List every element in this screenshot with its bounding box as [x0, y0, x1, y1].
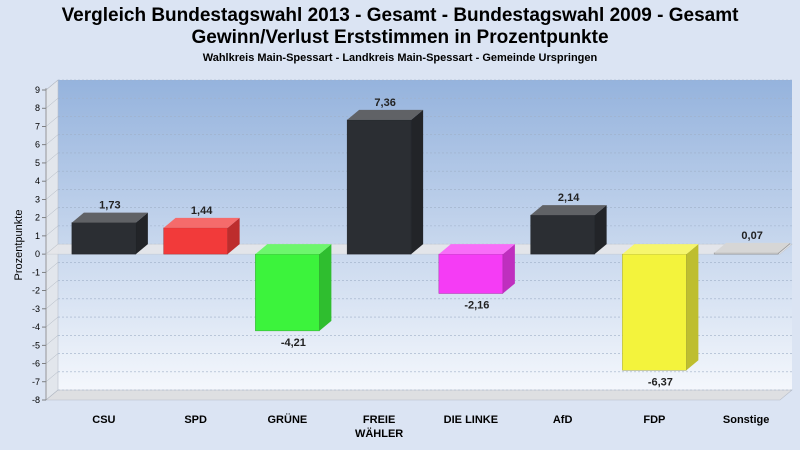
y-axis-title: Prozentpunkte — [13, 210, 25, 281]
gridline-side — [45, 170, 59, 182]
x-tick-label: GRÜNE — [268, 413, 308, 426]
bar — [530, 205, 607, 255]
y-tick-label: 2 — [35, 213, 40, 223]
y-tick-label: 9 — [35, 85, 40, 95]
y-tick-label: 3 — [35, 194, 40, 204]
data-label: 7,36 — [374, 97, 395, 109]
y-tick-label: 8 — [35, 103, 40, 113]
x-tick-label: AfD — [553, 414, 573, 426]
y-tick-label: 1 — [35, 231, 40, 241]
bar — [255, 244, 332, 332]
gridline-side — [45, 134, 59, 145]
y-tick-label: -8 — [32, 395, 40, 405]
y-tick-label: -4 — [32, 322, 40, 332]
gridline-side — [45, 98, 59, 109]
data-label: 1,44 — [191, 205, 213, 217]
bar-side — [502, 244, 515, 294]
plot-back-wall — [58, 80, 792, 390]
bar — [163, 217, 240, 255]
bar-side — [411, 109, 424, 255]
y-tick-label: -7 — [32, 377, 40, 387]
bar-front — [163, 227, 228, 255]
bar-top — [71, 212, 148, 223]
plot-side-wall — [45, 79, 59, 401]
y-tick-label: 5 — [35, 158, 40, 168]
bar-top — [163, 217, 240, 228]
y-tick-label: 6 — [35, 140, 40, 150]
bar-front — [71, 222, 137, 255]
data-label: -2,16 — [464, 300, 489, 312]
gridline-side — [45, 298, 59, 310]
bar — [346, 109, 424, 255]
gridline-side — [45, 335, 59, 346]
data-label: 1,73 — [99, 200, 120, 212]
gridline-side — [45, 389, 59, 401]
y-tick-label: -1 — [32, 267, 40, 277]
bar — [438, 244, 515, 294]
x-tick-label: Sonstige — [723, 414, 769, 426]
gridline-side — [45, 371, 59, 382]
gridline-side — [45, 79, 59, 91]
data-label: -6,37 — [648, 376, 673, 388]
gridline-side — [45, 262, 59, 273]
y-tick-label: -2 — [32, 286, 40, 296]
bar-top — [530, 205, 607, 216]
bar-front — [255, 253, 320, 332]
bar — [713, 242, 791, 255]
chart-subtitle: Wahlkreis Main-Spessart - Landkreis Main… — [202, 52, 598, 64]
x-tick-label: FDP — [643, 414, 665, 426]
y-tick-label: -6 — [32, 359, 40, 369]
gridline-side — [45, 280, 59, 291]
x-tick-label: DIE LINKE — [444, 414, 498, 426]
chart-title: Vergleich Bundestagswahl 2013 - Gesamt -… — [61, 5, 739, 26]
gridline-side — [45, 152, 59, 164]
chart-title-line-2: Gewinn/Verlust Erststimmen in Prozentpun… — [191, 27, 609, 48]
bar-top — [347, 109, 424, 120]
y-tick-label: 7 — [35, 121, 40, 131]
bar-side — [594, 205, 607, 255]
bar-top — [714, 242, 791, 253]
bar-side — [319, 244, 332, 331]
y-tick-label: -5 — [32, 340, 40, 350]
y-tick-label: -3 — [32, 304, 40, 314]
bar-top — [438, 244, 515, 255]
bar-front — [713, 252, 779, 255]
y-tick-label: 4 — [35, 176, 40, 186]
data-label: -4,21 — [281, 337, 306, 349]
bar-side — [135, 212, 148, 255]
data-label: 2,14 — [558, 192, 580, 204]
gridline-side — [45, 189, 59, 200]
bar-front — [622, 253, 687, 371]
gridline-side — [45, 353, 59, 364]
bar-front — [346, 119, 412, 255]
bar — [71, 212, 148, 255]
bar-side — [227, 217, 240, 255]
bar-side — [686, 244, 699, 371]
data-label: 0,07 — [741, 230, 762, 242]
gridline-side — [45, 207, 59, 218]
bar-top — [255, 244, 332, 255]
plot-floor — [45, 389, 793, 401]
bar-side — [778, 242, 791, 255]
bar-front — [438, 253, 504, 294]
x-tick-label: FREIE — [363, 414, 395, 426]
bar — [622, 244, 699, 371]
x-tick-label: WÄHLER — [355, 427, 403, 440]
x-tick-label: CSU — [92, 414, 115, 426]
chart-header: Vergleich Bundestagswahl 2013 - Gesamt -… — [0, 0, 800, 64]
gridline-side — [45, 316, 59, 328]
gridline-side — [45, 225, 59, 237]
gridline-side — [45, 116, 59, 127]
bar-top — [622, 244, 699, 255]
bar-front — [530, 214, 595, 255]
x-tick-label: SPD — [184, 414, 207, 426]
y-tick-label: 0 — [35, 249, 40, 259]
